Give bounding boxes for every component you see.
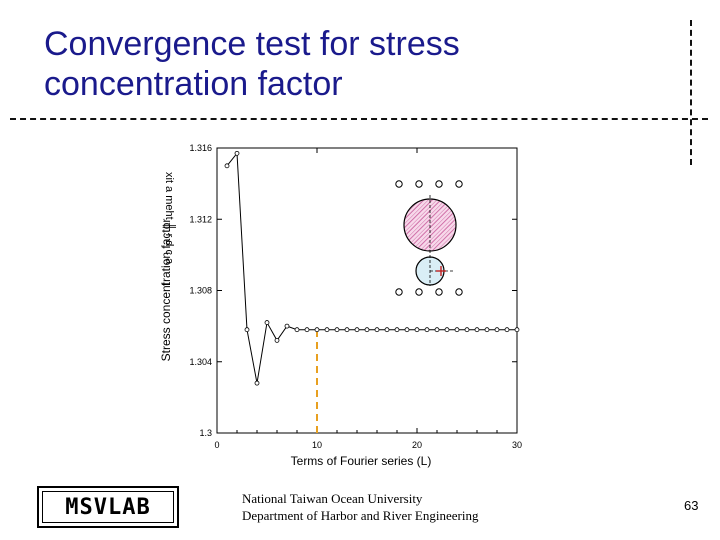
series-line [226,152,517,384]
data-point [294,327,300,333]
data-point [374,327,380,333]
y-tick-label: 1.312 [189,214,212,224]
y-tick-label: 1.316 [189,143,212,153]
slide-title: Convergence test for stress concentratio… [44,24,460,104]
inset-marker [395,288,403,296]
inset-marker [455,180,463,188]
inset-marker [435,288,443,296]
logo-inner-border [42,491,174,523]
data-point [384,327,390,333]
x-tick-labels: 0 10 20 30 [214,440,522,450]
data-point [314,327,320,333]
plot-frame [216,147,518,434]
side-divider [690,20,692,165]
data-point [334,327,340,333]
y-tick-label: 1.3 [199,428,212,438]
data-point [424,327,430,333]
data-point [414,327,420,333]
inset-marker [395,180,403,188]
data-point [274,337,280,343]
inset-marker [435,180,443,188]
data-point [394,327,400,333]
data-point [504,327,510,333]
series-group [224,150,520,433]
affiliation: National Taiwan Ocean University Departm… [242,490,478,524]
x-axis-label: Terms of Fourier series (L) [291,454,432,468]
data-point [494,327,500,333]
data-point [484,327,490,333]
data-point [404,327,410,333]
data-point [284,323,290,329]
data-point [304,327,310,333]
logo-text: MSVLAB [65,494,151,520]
inset-diagram [395,180,463,296]
x-tick-label: 10 [312,440,322,450]
y-tick-label: 1.308 [189,286,212,296]
data-point [514,327,520,333]
page-number: 63 [684,498,699,513]
data-point [474,327,480,333]
data-point [444,327,450,333]
msvlab-logo: MSVLAB [37,486,179,528]
x-tick-label: 0 [214,440,219,450]
axis-ticks [216,147,518,434]
data-point [254,380,260,386]
data-point [234,150,240,156]
y-axis-label-fragment: f [159,282,173,286]
y-axis-label: Stress concentration factor [159,219,173,362]
data-point [464,327,470,333]
title-line-2: concentration factor [44,65,343,103]
inset-bottom-markers [395,288,463,296]
affiliation-university: National Taiwan Ocean University [242,491,423,506]
data-point [364,327,370,333]
affiliation-department: Department of Harbor and River Engineeri… [242,508,479,523]
title-line-1: Convergence test for stress [44,25,460,63]
y-tick-labels: 1.3 1.304 1.308 1.312 1.316 [189,143,212,438]
inset-marker [415,288,423,296]
data-point [454,327,460,333]
inset-top-markers [395,180,463,188]
data-point [264,320,270,325]
data-point [244,327,250,333]
data-point [344,327,350,333]
y-axis-label-overlay: xit a meht ╫ r d c a [162,172,177,265]
inset-marker [455,288,463,296]
data-point [434,327,440,333]
title-divider [10,118,708,120]
x-tick-label: 30 [512,440,522,450]
y-tick-label: 1.304 [189,357,212,367]
data-point [354,327,360,333]
inset-marker [415,180,423,188]
data-point [324,327,330,333]
data-point [224,163,230,169]
x-tick-label: 20 [412,440,422,450]
